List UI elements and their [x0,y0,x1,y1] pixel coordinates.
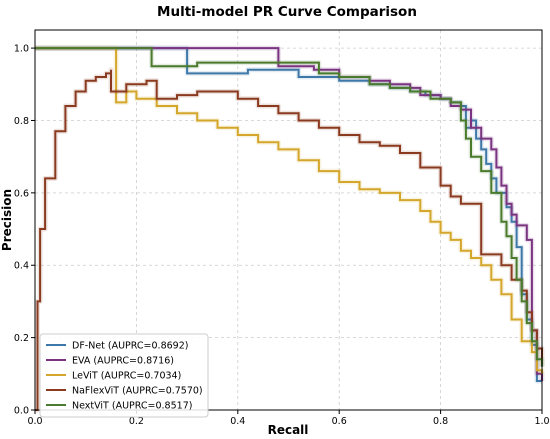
y-tick-label: 0.2 [14,333,29,344]
series-line-1 [35,47,543,381]
series-shadow-0 [35,45,542,384]
x-tick-label: 0.0 [27,416,42,427]
series-shadow-2 [35,45,545,374]
x-ticks: 0.0 0.2 0.4 0.6 0.8 1.0 [27,410,550,427]
x-tick-label: 0.2 [129,416,144,427]
x-tick-label: 1.0 [534,416,549,427]
series-shadow-4 [35,45,545,367]
y-tick-label: 1.0 [14,44,29,55]
x-tick-label: 0.4 [230,416,245,427]
legend-box [39,333,209,418]
legend: DF-Net (AUPRC=0.8692) EVA (AUPRC=0.8716) L… [39,333,209,418]
y-tick-label: 0.4 [14,261,29,272]
y-tick-label: 0.8 [14,116,29,127]
legend-label-2: LeViT (AUPRC=0.7034) [72,371,181,382]
legend-label-4: NextViT (AUPRC=0.8517) [72,401,192,412]
series-lines [35,45,545,413]
y-tick-label: 0.0 [14,406,29,417]
x-tick-label: 0.8 [433,416,448,427]
legend-label-1: EVA (AUPRC=0.8716) [72,356,174,367]
legend-label-0: DF-Net (AUPRC=0.8692) [72,341,188,352]
y-axis-title: Precision [0,189,14,251]
series-line-0 [35,47,542,382]
y-ticks: 0.0 0.2 0.4 0.6 0.8 1.0 [14,44,35,417]
series-line-4 [35,47,543,367]
plot-frame [34,29,543,411]
x-tick-label: 0.6 [332,416,347,427]
series-line-2 [35,47,543,374]
series-shadow-1 [35,45,545,381]
y-tick-label: 0.6 [14,188,29,199]
x-axis-title: Recall [268,423,309,437]
series-line-3 [35,69,543,411]
chart-title: Multi-model PR Curve Comparison [157,4,417,20]
legend-label-3: NaFlexViT (AUPRC=0.7570) [72,386,203,397]
